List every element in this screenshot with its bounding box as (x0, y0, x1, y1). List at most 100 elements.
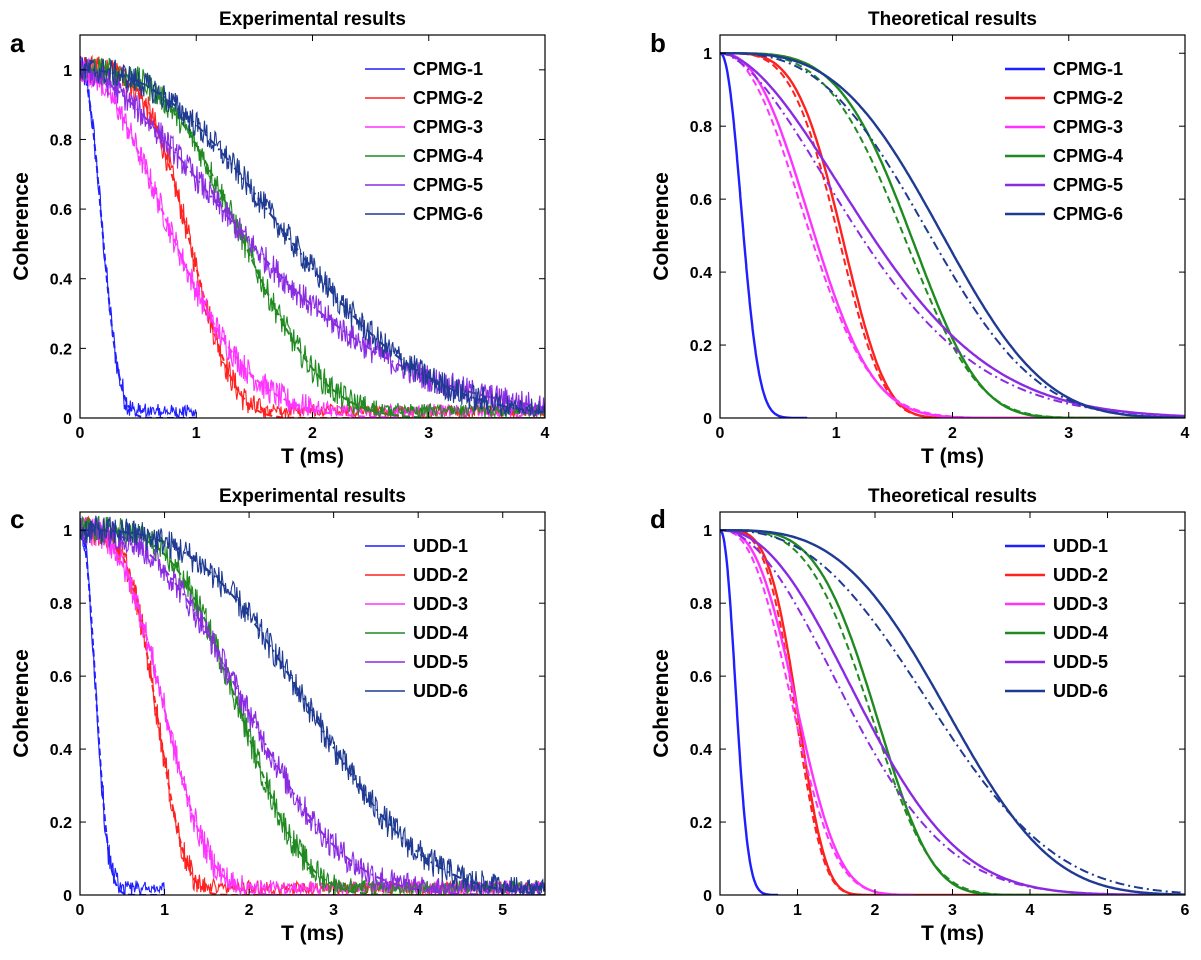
axes-frame (719, 511, 1186, 896)
legend-label: UDD-1 (1053, 536, 1108, 556)
y-axis-label: Coherence (10, 649, 33, 758)
series-cpmg-5 (720, 52, 1185, 418)
x-tick-label: 4 (1026, 902, 1035, 919)
legend-label: UDD-5 (413, 652, 468, 672)
y-tick-label: 0 (703, 888, 712, 905)
legend-label: UDD-5 (1053, 652, 1108, 672)
series-cpmg-2 (720, 52, 1185, 418)
series-cpmg-4 (80, 57, 545, 418)
x-tick-label: 0 (76, 902, 85, 919)
x-tick-label: 1 (160, 902, 169, 919)
series-cpmg-6 (720, 52, 1185, 418)
series-udd-1 (80, 521, 166, 895)
series-udd-3 (80, 516, 545, 895)
x-tick-label: 5 (1103, 902, 1112, 919)
series-cpmg-4 (720, 52, 1185, 418)
legend-label: CPMG-4 (413, 146, 483, 166)
x-tick-label: 6 (1181, 902, 1190, 919)
series-udd-2 (720, 529, 1185, 895)
legend-label: UDD-2 (1053, 565, 1108, 585)
theory-line (720, 52, 1185, 418)
series-udd-4 (720, 529, 1185, 895)
x-axis-label: T (ms) (281, 445, 344, 468)
series-udd-6 (720, 529, 1185, 895)
legend-label: CPMG-6 (1053, 204, 1123, 224)
x-tick-label: 1 (192, 425, 201, 442)
fit-line (80, 68, 545, 414)
panel-d: d Theoretical results 0 1 2 3 4 5 6 0 0.2 0.4 0.6 0.8… (650, 486, 1190, 945)
plot-area (720, 529, 1185, 895)
y-tick-label: 0 (703, 411, 712, 428)
legend-label: CPMG-2 (413, 88, 483, 108)
y-tick-label: 0.2 (50, 815, 72, 832)
y-axis-label: Coherence (10, 172, 33, 281)
panel-letter: a (10, 28, 25, 58)
x-tick-label: 3 (424, 425, 433, 442)
theory-line (720, 52, 808, 418)
theory-line (720, 529, 1185, 895)
y-tick-label: 1 (703, 46, 712, 63)
data-line (80, 516, 545, 895)
panel-letter: d (650, 504, 666, 534)
legend: CPMG-1 CPMG-2 CPMG-3 CPMG-4 CPMG-5 CPMG-6 (365, 59, 483, 224)
fit-line (720, 52, 1185, 418)
y-tick-label: 0.6 (50, 669, 72, 686)
y-tick-label: 0.8 (690, 596, 712, 613)
series-cpmg-1 (720, 52, 808, 418)
series-udd-5 (80, 517, 545, 895)
x-tick-label: 2 (308, 425, 317, 442)
data-line (80, 515, 545, 895)
fit-line (80, 68, 545, 418)
theory-line (720, 529, 1185, 895)
x-tick-label: 0 (76, 425, 85, 442)
x-tick-label: 5 (498, 902, 507, 919)
series-cpmg-6 (80, 56, 545, 418)
x-tick-label: 3 (1064, 425, 1073, 442)
fit-line (80, 529, 545, 895)
y-tick-label: 0 (63, 888, 72, 905)
legend-label: UDD-6 (1053, 681, 1108, 701)
theory-line (720, 529, 1185, 895)
y-tick-label: 0.8 (50, 596, 72, 613)
plot-area (80, 515, 545, 895)
series-cpmg-2 (80, 54, 545, 418)
data-line (80, 515, 545, 895)
legend-label: CPMG-3 (413, 117, 483, 137)
y-tick-label: 0.4 (50, 742, 72, 759)
fit-line (720, 529, 1185, 895)
series-udd-1 (720, 529, 779, 895)
series-udd-3 (720, 529, 914, 895)
data-line (80, 57, 545, 418)
fit-line (720, 52, 1185, 418)
x-tick-label: 4 (1181, 425, 1190, 442)
fit-line (80, 529, 545, 895)
fit-line (720, 529, 1185, 894)
fit-line (720, 529, 1185, 895)
y-tick-label: 0.6 (690, 192, 712, 209)
panel-c: c Experimental results 0 1 2 3 4 5 0 0.2 0.4 0.6 0.8… (10, 486, 546, 945)
panel-title: Experimental results (219, 9, 406, 30)
data-line (80, 521, 166, 895)
legend-label: UDD-4 (1053, 623, 1108, 643)
x-tick-label: 2 (871, 902, 880, 919)
y-tick-label: 0.4 (690, 742, 712, 759)
legend-label: CPMG-3 (1053, 117, 1123, 137)
panel-letter: b (650, 28, 666, 58)
y-tick-label: 1 (63, 63, 72, 80)
legend-label: UDD-1 (413, 536, 468, 556)
series-udd-4 (80, 515, 545, 895)
fit-line (720, 52, 1185, 418)
legend-label: UDD-3 (413, 594, 468, 614)
x-tick-label: 3 (948, 902, 957, 919)
y-axis-label: Coherence (650, 172, 673, 281)
x-tick-label: 2 (245, 902, 254, 919)
panel-a: a Experimental results 0 1 2 3 4 0 0.2 0.4 0.6 0.8 1… (10, 9, 550, 468)
y-tick-label: 0.4 (50, 272, 72, 289)
data-line (80, 54, 545, 418)
y-tick-label: 0.4 (690, 265, 712, 282)
x-tick-label: 1 (832, 425, 841, 442)
fit-line (80, 529, 165, 895)
legend-label: UDD-2 (413, 565, 468, 585)
fit-line (720, 52, 1185, 418)
legend: UDD-1 UDD-2 UDD-3 UDD-4 UDD-5 UDD-6 (1005, 536, 1108, 701)
